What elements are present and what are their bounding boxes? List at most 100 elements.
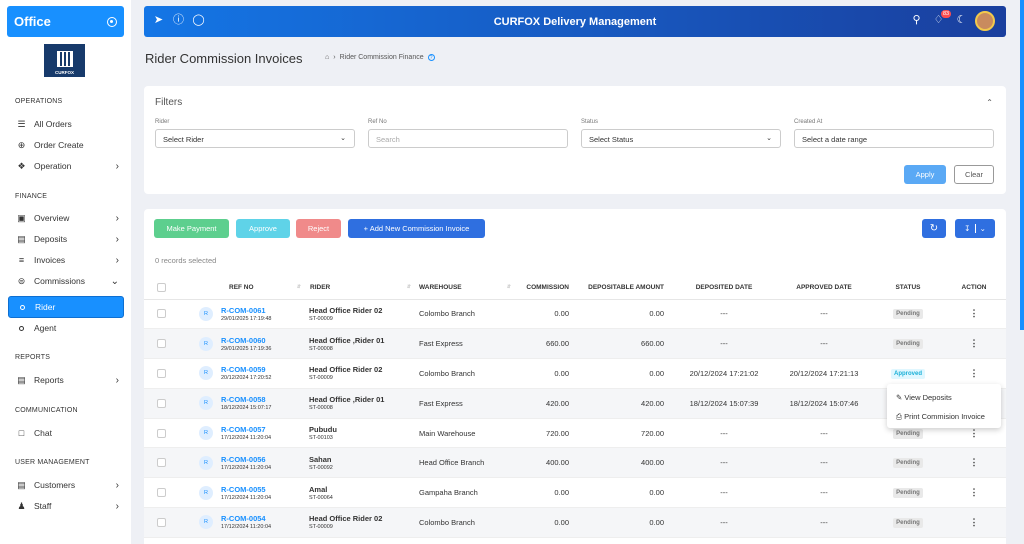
sidebar-item-agent[interactable]: Agent: [8, 318, 124, 338]
rider-code: ST-00008: [309, 345, 333, 352]
target-icon[interactable]: [107, 16, 117, 27]
sidebar-item-deposits[interactable]: ▤ Deposits ›: [8, 229, 124, 249]
filters-title: Filters: [155, 97, 183, 108]
sidebar-item-operation[interactable]: ❖ Operation ›: [8, 156, 124, 176]
row-checkbox[interactable]: [157, 368, 166, 378]
rider-label: Rider: [155, 119, 170, 125]
header-warehouse[interactable]: WAREHOUSE ⇵: [419, 276, 519, 300]
deposited-date-cell: ---: [674, 447, 774, 479]
header-status-label: STATUS: [895, 283, 921, 291]
header-status[interactable]: STATUS: [874, 276, 942, 300]
sidebar-item-label: Customers: [34, 480, 76, 490]
action-menu: ✎ View Deposits ⎙ Print Commision Invoic…: [887, 384, 1001, 428]
view-deposits-menu-item[interactable]: ✎ View Deposits: [896, 393, 952, 402]
clear-button[interactable]: Clear: [954, 165, 994, 184]
chevron-down-icon: ⌄: [110, 275, 119, 287]
more-icon[interactable]: ⋮: [942, 507, 1006, 538]
help-icon[interactable]: ?: [427, 54, 435, 61]
deposited-date-cell: 20/12/2024 17:21:02: [674, 358, 774, 389]
ref-link[interactable]: R-COM-0055: [221, 484, 266, 494]
sidebar-item-order-create[interactable]: ⊕ Order Create: [8, 135, 124, 155]
row-checkbox[interactable]: [157, 458, 166, 468]
deposited-date-cell: ---: [674, 477, 774, 509]
search-icon[interactable]: ⚲: [912, 14, 921, 26]
make-payment-button[interactable]: Make Payment: [154, 219, 229, 238]
commission-cell: 0.00: [519, 358, 569, 389]
apply-button[interactable]: Apply: [904, 165, 946, 184]
moon-icon[interactable]: ☾: [956, 14, 967, 26]
chevron-up-icon[interactable]: ⌃: [986, 98, 993, 107]
more-icon[interactable]: ⋮: [942, 447, 1006, 479]
rider-name: Head Office Rider 02: [309, 305, 383, 315]
ref-date: 17/12/2024 11:20:04: [221, 524, 272, 531]
header-deposited[interactable]: DEPOSITED DATE: [674, 276, 774, 300]
header-depositable[interactable]: DEPOSITABLE AMOUNT: [569, 276, 674, 300]
ref-avatar: R: [199, 306, 213, 321]
app-title: CURFOX Delivery Management: [493, 16, 657, 28]
bell-icon[interactable]: ♢: [933, 14, 944, 26]
circle-icon: [16, 323, 27, 334]
row-checkbox[interactable]: [157, 398, 166, 408]
header-deposited-label: DEPOSITED DATE: [695, 283, 753, 291]
header-commission[interactable]: COMMISSION: [519, 276, 569, 300]
row-checkbox[interactable]: [157, 309, 166, 319]
print-invoice-menu-item[interactable]: ⎙ Print Commision Invoice: [896, 412, 985, 422]
avatar[interactable]: [975, 11, 995, 31]
ref-link[interactable]: R-COM-0059: [221, 365, 266, 375]
sidebar-item-invoices[interactable]: ≡ Invoices ›: [8, 250, 124, 270]
brand-bar[interactable]: Office: [7, 6, 124, 37]
refresh-icon[interactable]: ↻: [922, 219, 946, 238]
ref-link[interactable]: R-COM-0057: [221, 425, 266, 435]
home-icon[interactable]: ⌂: [325, 54, 330, 61]
status-badge: Pending: [893, 517, 923, 528]
globe-icon[interactable]: ◯: [192, 14, 205, 26]
page-title: Rider Commission Invoices: [145, 51, 303, 66]
row-checkbox[interactable]: [157, 488, 166, 498]
sort-icon: ⇵: [406, 284, 411, 290]
report-icon: ▤: [17, 374, 26, 385]
sidebar-item-overview[interactable]: ▣ Overview ›: [8, 208, 124, 228]
invoices-table: REF NO ⇵ RIDER ⇵ WAREHOUSE ⇵ COMMISSION DEP…: [144, 276, 1006, 538]
download-button[interactable]: ↧ ⌄: [955, 219, 995, 238]
header-rider[interactable]: RIDER ⇵: [309, 276, 419, 300]
rider-select[interactable]: Select Rider ⌄: [155, 129, 355, 148]
ref-link[interactable]: R-COM-0056: [221, 454, 266, 464]
date-range-input[interactable]: Select a date range: [794, 129, 994, 148]
ref-link[interactable]: R-COM-0058: [221, 395, 266, 405]
header-ref[interactable]: REF NO ⇵: [194, 276, 309, 300]
add-new-commission-invoice-button[interactable]: + Add New Commission Invoice: [348, 219, 485, 238]
select-all-checkbox[interactable]: [157, 282, 166, 292]
sidebar-item-reports[interactable]: ▤ Reports ›: [8, 370, 124, 390]
refno-search-input[interactable]: Search: [368, 129, 568, 148]
approve-button[interactable]: Approve: [236, 219, 290, 238]
help-icon[interactable]: ⓘ: [173, 14, 184, 26]
ref-link[interactable]: R-COM-0054: [221, 514, 266, 524]
status-select[interactable]: Select Status ⌄: [581, 129, 781, 148]
sidebar-item-staff[interactable]: ♟ Staff ›: [8, 496, 124, 516]
sidebar-item-customers[interactable]: ▤ Customers ›: [8, 475, 124, 495]
sidebar-item-all-orders[interactable]: ☰ All Orders: [8, 114, 124, 134]
row-checkbox[interactable]: [157, 517, 166, 527]
row-checkbox[interactable]: [157, 428, 166, 438]
chevron-right-icon: ›: [115, 479, 119, 491]
more-icon[interactable]: ⋮: [942, 299, 1006, 330]
sidebar-item-commissions[interactable]: ⊜ Commissions ⌄: [8, 271, 124, 291]
rocket-icon[interactable]: ➤: [153, 14, 164, 26]
row-checkbox[interactable]: [157, 339, 166, 349]
ref-link[interactable]: R-COM-0061: [221, 305, 266, 315]
reject-button[interactable]: Reject: [296, 219, 341, 238]
ref-avatar: R: [199, 426, 213, 441]
sidebar-item-rider[interactable]: Rider: [8, 296, 124, 318]
download-icon: ↧: [964, 224, 971, 233]
ref-avatar: R: [199, 336, 213, 351]
header-approved[interactable]: APPROVED DATE: [774, 276, 874, 300]
scrollbar[interactable]: [1020, 0, 1024, 330]
more-icon[interactable]: ⋮: [942, 477, 1006, 509]
sidebar-item-label: Reports: [34, 375, 64, 385]
ref-link[interactable]: R-COM-0060: [221, 335, 266, 345]
sidebar-item-chat[interactable]: □ Chat: [8, 423, 124, 443]
more-icon[interactable]: ⋮: [942, 358, 1006, 389]
brand-title: Office: [14, 14, 51, 29]
breadcrumb-item[interactable]: Rider Commission Finance: [339, 54, 424, 61]
more-icon[interactable]: ⋮: [942, 328, 1006, 360]
